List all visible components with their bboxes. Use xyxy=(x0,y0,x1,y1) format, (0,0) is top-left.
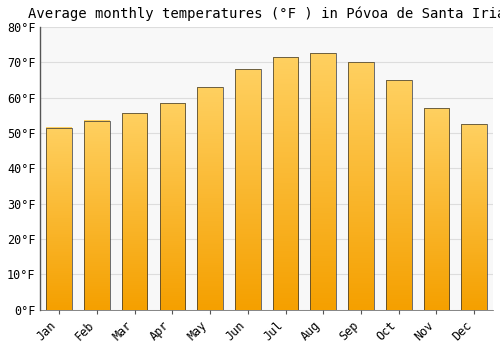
Bar xyxy=(424,108,450,310)
Bar xyxy=(310,53,336,310)
Bar xyxy=(386,80,411,310)
Bar xyxy=(272,57,298,310)
Bar xyxy=(235,69,260,310)
Bar xyxy=(160,103,185,310)
Bar xyxy=(84,120,110,310)
Bar xyxy=(348,62,374,310)
Bar xyxy=(198,87,223,310)
Bar xyxy=(462,124,487,310)
Title: Average monthly temperatures (°F ) in Póvoa de Santa Iria: Average monthly temperatures (°F ) in Pó… xyxy=(28,7,500,21)
Bar xyxy=(160,103,185,310)
Bar xyxy=(198,87,223,310)
Bar xyxy=(46,128,72,310)
Bar xyxy=(84,120,110,310)
Bar xyxy=(348,62,374,310)
Bar xyxy=(272,57,298,310)
Bar xyxy=(122,113,148,310)
Bar xyxy=(122,113,148,310)
Bar xyxy=(462,124,487,310)
Bar xyxy=(310,53,336,310)
Bar xyxy=(424,108,450,310)
Bar xyxy=(235,69,260,310)
Bar xyxy=(386,80,411,310)
Bar xyxy=(46,128,72,310)
